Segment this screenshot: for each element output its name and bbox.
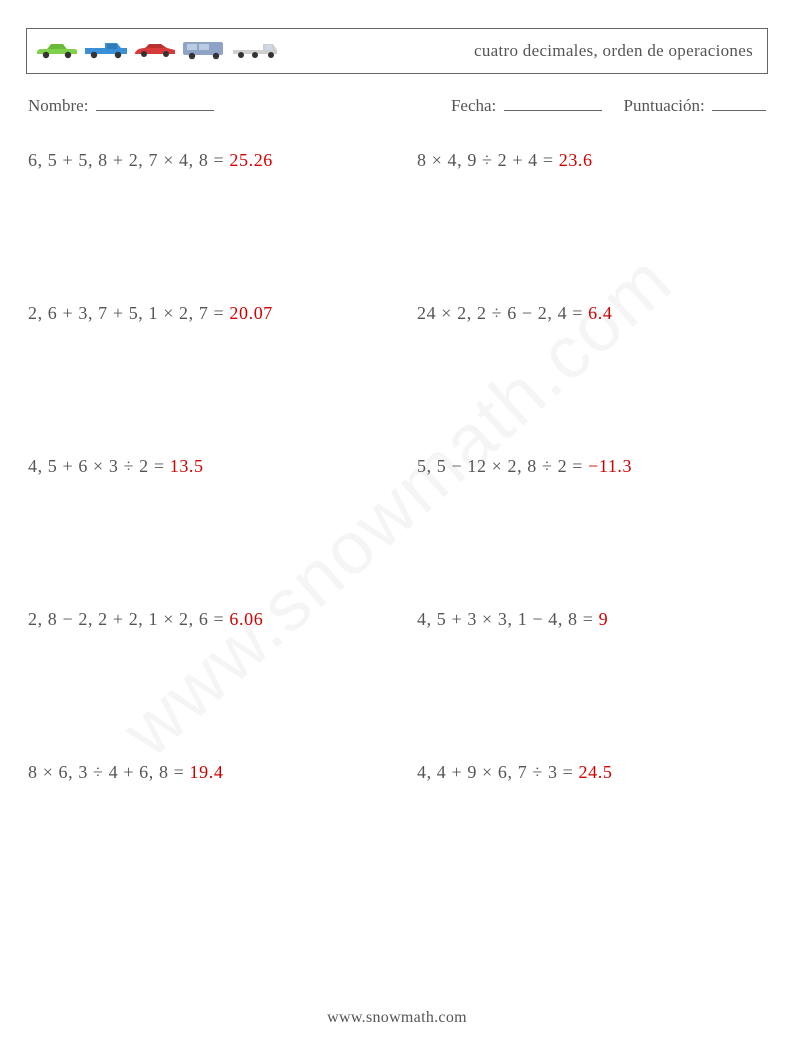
problem-answer: 6.4	[588, 303, 612, 323]
problem-expression: 6, 5 + 5, 8 + 2, 7 × 4, 8 =	[28, 150, 229, 170]
problem-answer: 9	[599, 609, 609, 629]
score-label: Puntuación:	[624, 96, 705, 115]
problem-expression: 4, 4 + 9 × 6, 7 ÷ 3 =	[417, 762, 579, 782]
date-label: Fecha:	[451, 96, 496, 115]
problem: 8 × 6, 3 ÷ 4 + 6, 8 = 19.4	[28, 762, 377, 783]
date-field: Fecha:	[451, 96, 602, 116]
page: cuatro decimales, orden de operaciones N…	[0, 0, 794, 783]
problem-expression: 8 × 6, 3 ÷ 4 + 6, 8 =	[28, 762, 190, 782]
name-blank	[96, 97, 214, 111]
problems-grid: 6, 5 + 5, 8 + 2, 7 × 4, 8 = 25.26 8 × 4, …	[26, 150, 768, 783]
date-blank	[504, 97, 602, 111]
problem: 6, 5 + 5, 8 + 2, 7 × 4, 8 = 25.26	[28, 150, 377, 171]
problem-expression: 24 × 2, 2 ÷ 6 − 2, 4 =	[417, 303, 588, 323]
problem-expression: 2, 8 − 2, 2 + 2, 1 × 2, 6 =	[28, 609, 229, 629]
problem: 2, 6 + 3, 7 + 5, 1 × 2, 7 = 20.07	[28, 303, 377, 324]
problem-expression: 5, 5 − 12 × 2, 8 ÷ 2 =	[417, 456, 588, 476]
problem: 8 × 4, 9 ÷ 2 + 4 = 23.6	[417, 150, 766, 171]
car-icon	[231, 38, 281, 65]
problem-expression: 4, 5 + 6 × 3 ÷ 2 =	[28, 456, 170, 476]
problem-answer: −11.3	[588, 456, 632, 476]
problem-expression: 2, 6 + 3, 7 + 5, 1 × 2, 7 =	[28, 303, 229, 323]
name-label: Nombre:	[28, 96, 88, 115]
header-box: cuatro decimales, orden de operaciones	[26, 28, 768, 74]
problem: 4, 5 + 6 × 3 ÷ 2 = 13.5	[28, 456, 377, 477]
problem-answer: 25.26	[229, 150, 273, 170]
worksheet-title: cuatro decimales, orden de operaciones	[474, 41, 753, 61]
problem: 5, 5 − 12 × 2, 8 ÷ 2 = −11.3	[417, 456, 766, 477]
name-field: Nombre:	[28, 96, 214, 116]
problem: 24 × 2, 2 ÷ 6 − 2, 4 = 6.4	[417, 303, 766, 324]
problem-answer: 23.6	[559, 150, 593, 170]
problem: 4, 5 + 3 × 3, 1 − 4, 8 = 9	[417, 609, 766, 630]
score-field: Puntuación:	[624, 96, 766, 116]
car-row	[35, 37, 281, 66]
problem-answer: 13.5	[170, 456, 204, 476]
problem-answer: 19.4	[190, 762, 224, 782]
footer: www.snowmath.com	[0, 1009, 794, 1027]
car-icon	[35, 38, 79, 65]
problem: 4, 4 + 9 × 6, 7 ÷ 3 = 24.5	[417, 762, 766, 783]
car-icon	[133, 39, 177, 64]
info-row: Nombre: Fecha: Puntuación:	[26, 96, 768, 116]
problem-expression: 4, 5 + 3 × 3, 1 − 4, 8 =	[417, 609, 599, 629]
problem-answer: 20.07	[229, 303, 273, 323]
problem-answer: 6.06	[229, 609, 263, 629]
car-icon	[83, 38, 129, 65]
problem-answer: 24.5	[579, 762, 613, 782]
car-icon	[181, 37, 227, 66]
score-blank	[712, 97, 766, 111]
problem: 2, 8 − 2, 2 + 2, 1 × 2, 6 = 6.06	[28, 609, 377, 630]
problem-expression: 8 × 4, 9 ÷ 2 + 4 =	[417, 150, 559, 170]
